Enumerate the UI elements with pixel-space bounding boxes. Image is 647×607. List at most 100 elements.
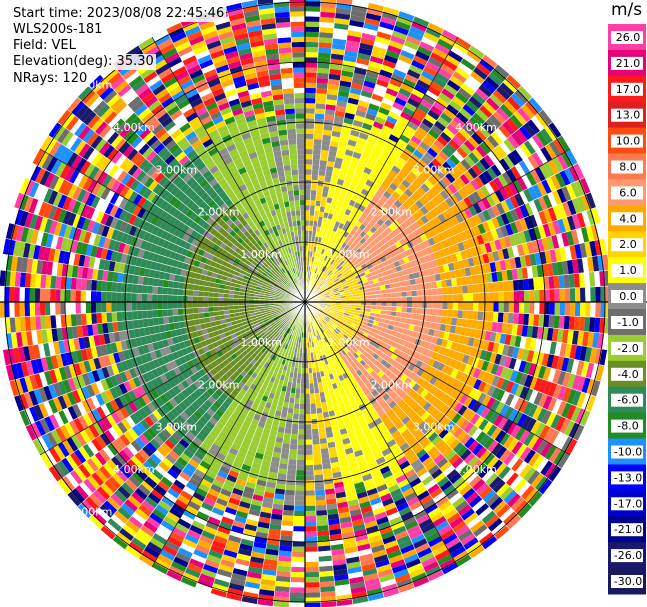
ppi-bin [157,237,166,248]
ppi-bin [390,129,402,139]
ppi-bin [329,63,343,71]
ppi-bin [373,143,384,152]
ppi-bin [94,121,108,136]
ppi-bin [157,294,163,302]
ppi-bin [344,276,351,282]
ppi-bin [270,262,277,268]
ppi-bin [210,276,217,283]
ppi-bin [297,164,305,170]
ppi-bin [147,310,153,319]
ppi-bin [273,0,290,3]
ppi-bin [325,256,331,263]
ppi-bin [243,109,255,118]
ppi-bin [170,266,177,275]
ppi-bin [436,287,443,296]
ppi-bin [132,216,142,228]
ppi-bin [424,113,437,125]
ppi-bin [292,220,297,227]
ppi-bin [318,270,323,276]
ppi-bin [281,212,287,219]
ppi-bin [326,94,338,101]
ppi-bin [71,100,86,116]
ppi-bin [409,93,423,104]
ppi-bin [277,37,292,44]
ppi-bin [281,274,286,280]
ray-gap [304,285,611,303]
ppi-bin [504,197,515,211]
ppi-bin [258,7,275,15]
ppi-bin [333,28,349,35]
ppi-bin [305,108,316,114]
ppi-bin [241,200,249,208]
ppi-bin [197,148,208,158]
ppi-bin [116,292,122,302]
ppi-bin [366,230,374,238]
ppi-bin [270,193,278,201]
ppi-bin [173,132,186,144]
ppi-bin [290,268,294,274]
ppi-bin [119,221,128,233]
ppi-bin [182,173,193,183]
ppi-bin [98,124,112,139]
ppi-bin [155,217,164,228]
ray-gap [304,64,498,303]
ppi-bin [247,257,254,263]
ppi-bin [548,275,555,290]
ppi-bin [483,138,496,152]
ppi-bin [261,28,277,35]
ppi-bin [430,81,444,93]
ppi-bin [202,251,210,259]
ppi-bin [408,224,417,233]
ppi-bin [190,97,204,108]
ppi-bin [180,103,193,114]
ppi-bin [359,42,374,51]
ppi-bin [193,290,199,297]
ppi-bin [87,114,101,129]
ppi-bin [331,172,340,179]
ppi-bin [394,174,405,184]
ppi-bin [543,161,555,177]
ppi-bin [317,258,322,264]
ppi-bin [290,159,298,166]
ppi-bin [257,0,274,5]
ppi-bin [213,292,219,298]
ppi-bin [594,239,603,256]
ppi-bin [531,134,545,150]
ppi-bin [394,63,409,74]
ppi-bin [90,245,99,258]
ppi-bin [168,215,177,226]
ppi-bin [505,117,519,132]
ppi-bin [274,155,283,163]
ppi-bin [218,178,228,187]
ppi-bin [447,294,453,302]
ppi-bin [84,163,96,178]
ppi-bin [116,282,123,293]
ppi-bin [257,192,265,200]
ppi-bin [197,302,204,308]
ppi-bin [292,273,296,279]
ppi-bin [332,276,338,281]
ppi-bin [408,215,417,225]
ppi-bin [366,108,379,117]
ppi-bin [207,253,215,261]
ppi-bin [91,152,103,166]
ppi-bin [184,59,200,71]
ppi-bin [395,120,407,130]
ppi-bin [536,238,545,253]
ppi-bin [288,221,293,228]
ppi-bin [380,16,397,26]
ppi-bin [375,138,386,148]
ppi-bin [365,244,373,251]
ppi-bin [367,65,381,74]
ppi-bin [319,160,328,166]
ppi-bin [279,284,285,289]
ppi-bin [391,178,402,188]
ppi-bin [364,250,371,257]
ppi-bin [405,285,412,292]
ppi-bin [381,11,398,21]
ppi-bin [411,238,419,247]
ppi-bin [205,216,214,225]
ppi-bin [402,148,413,158]
ppi-bin [291,41,305,48]
ppi-bin [404,279,411,286]
